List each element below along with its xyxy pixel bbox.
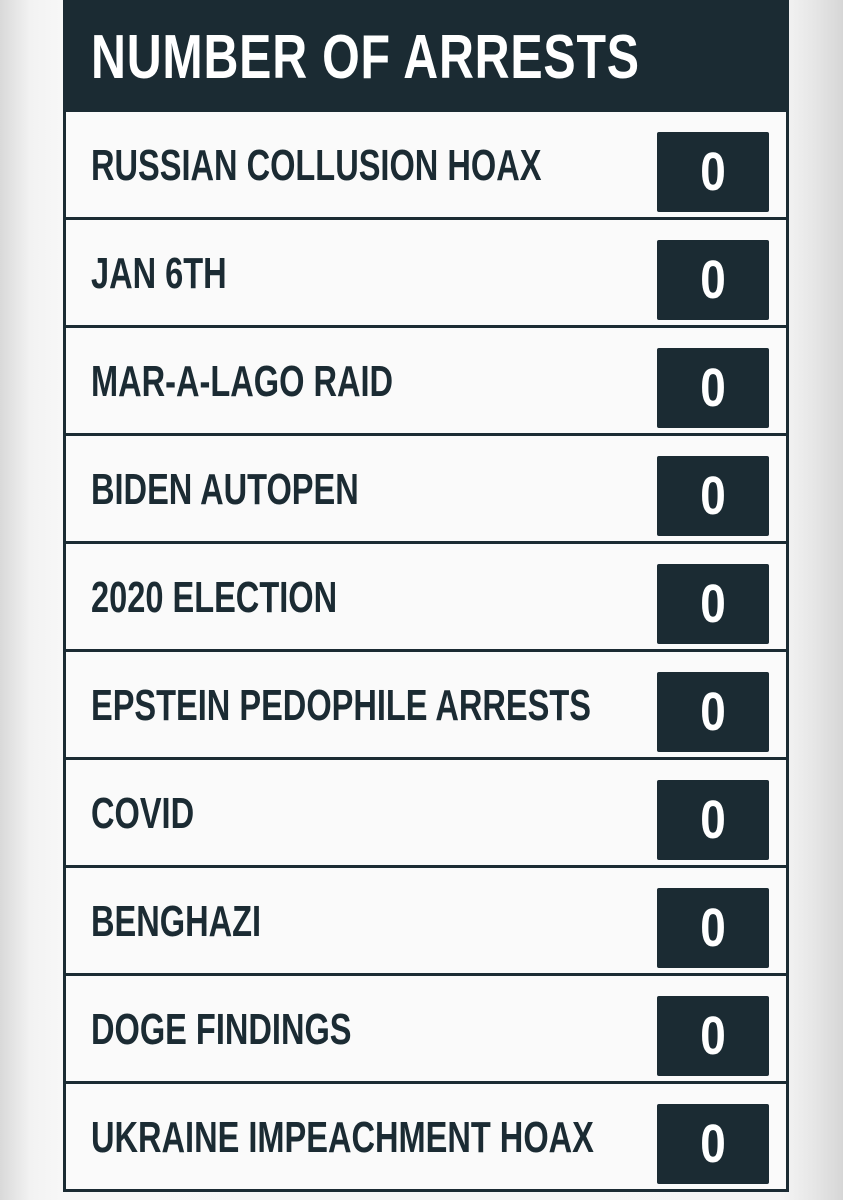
row-label: BIDEN AUTOPEN [91,465,359,514]
page-title: NUMBER OF ARRESTS [91,23,640,92]
row-label: 2020 ELECTION [91,573,338,622]
count-value: 0 [700,682,726,742]
count-value: 0 [700,142,726,202]
row-label: UKRAINE IMPEACHMENT HOAX [91,1113,594,1162]
count-value: 0 [700,574,726,634]
row-label: RUSSIAN COLLUSION HOAX [91,141,542,190]
scoreboard-row: UKRAINE IMPEACHMENT HOAX 0 [63,1084,789,1192]
count-box: 0 [657,564,769,644]
count-value: 0 [700,790,726,850]
count-box: 0 [657,888,769,968]
arrest-scoreboard: NUMBER OF ARRESTS RUSSIAN COLLUSION HOAX… [63,0,789,1200]
scoreboard-row: BIDEN AUTOPEN 0 [63,436,789,544]
row-label: JAN 6TH [91,249,227,298]
row-label: COVID [91,789,195,838]
count-box: 0 [657,780,769,860]
scoreboard-header: NUMBER OF ARRESTS [63,0,789,112]
count-box: 0 [657,1104,769,1184]
count-box: 0 [657,132,769,212]
count-value: 0 [700,466,726,526]
count-value: 0 [700,250,726,310]
scoreboard-row: MAR-A-LAGO RAID 0 [63,328,789,436]
count-box: 0 [657,996,769,1076]
row-label: DOGE FINDINGS [91,1005,352,1054]
count-box: 0 [657,456,769,536]
count-value: 0 [700,1006,726,1066]
count-value: 0 [700,1114,726,1174]
scoreboard-row: BENGHAZI 0 [63,868,789,976]
count-value: 0 [700,898,726,958]
scoreboard-row: COVID 0 [63,760,789,868]
count-box: 0 [657,348,769,428]
row-label: EPSTEIN PEDOPHILE ARRESTS [91,681,591,730]
count-box: 0 [657,240,769,320]
scoreboard-row: 2020 ELECTION 0 [63,544,789,652]
count-box: 0 [657,672,769,752]
count-value: 0 [700,358,726,418]
scoreboard-row: RUSSIAN COLLUSION HOAX 0 [63,112,789,220]
scoreboard-row: DOGE FINDINGS 0 [63,976,789,1084]
row-label: BENGHAZI [91,897,262,946]
scoreboard-row: EPSTEIN PEDOPHILE ARRESTS 0 [63,652,789,760]
scoreboard-rows: RUSSIAN COLLUSION HOAX 0 JAN 6TH 0 MAR-A… [63,112,789,1200]
scoreboard-row: JAN 6TH 0 [63,220,789,328]
row-label: MAR-A-LAGO RAID [91,357,394,406]
